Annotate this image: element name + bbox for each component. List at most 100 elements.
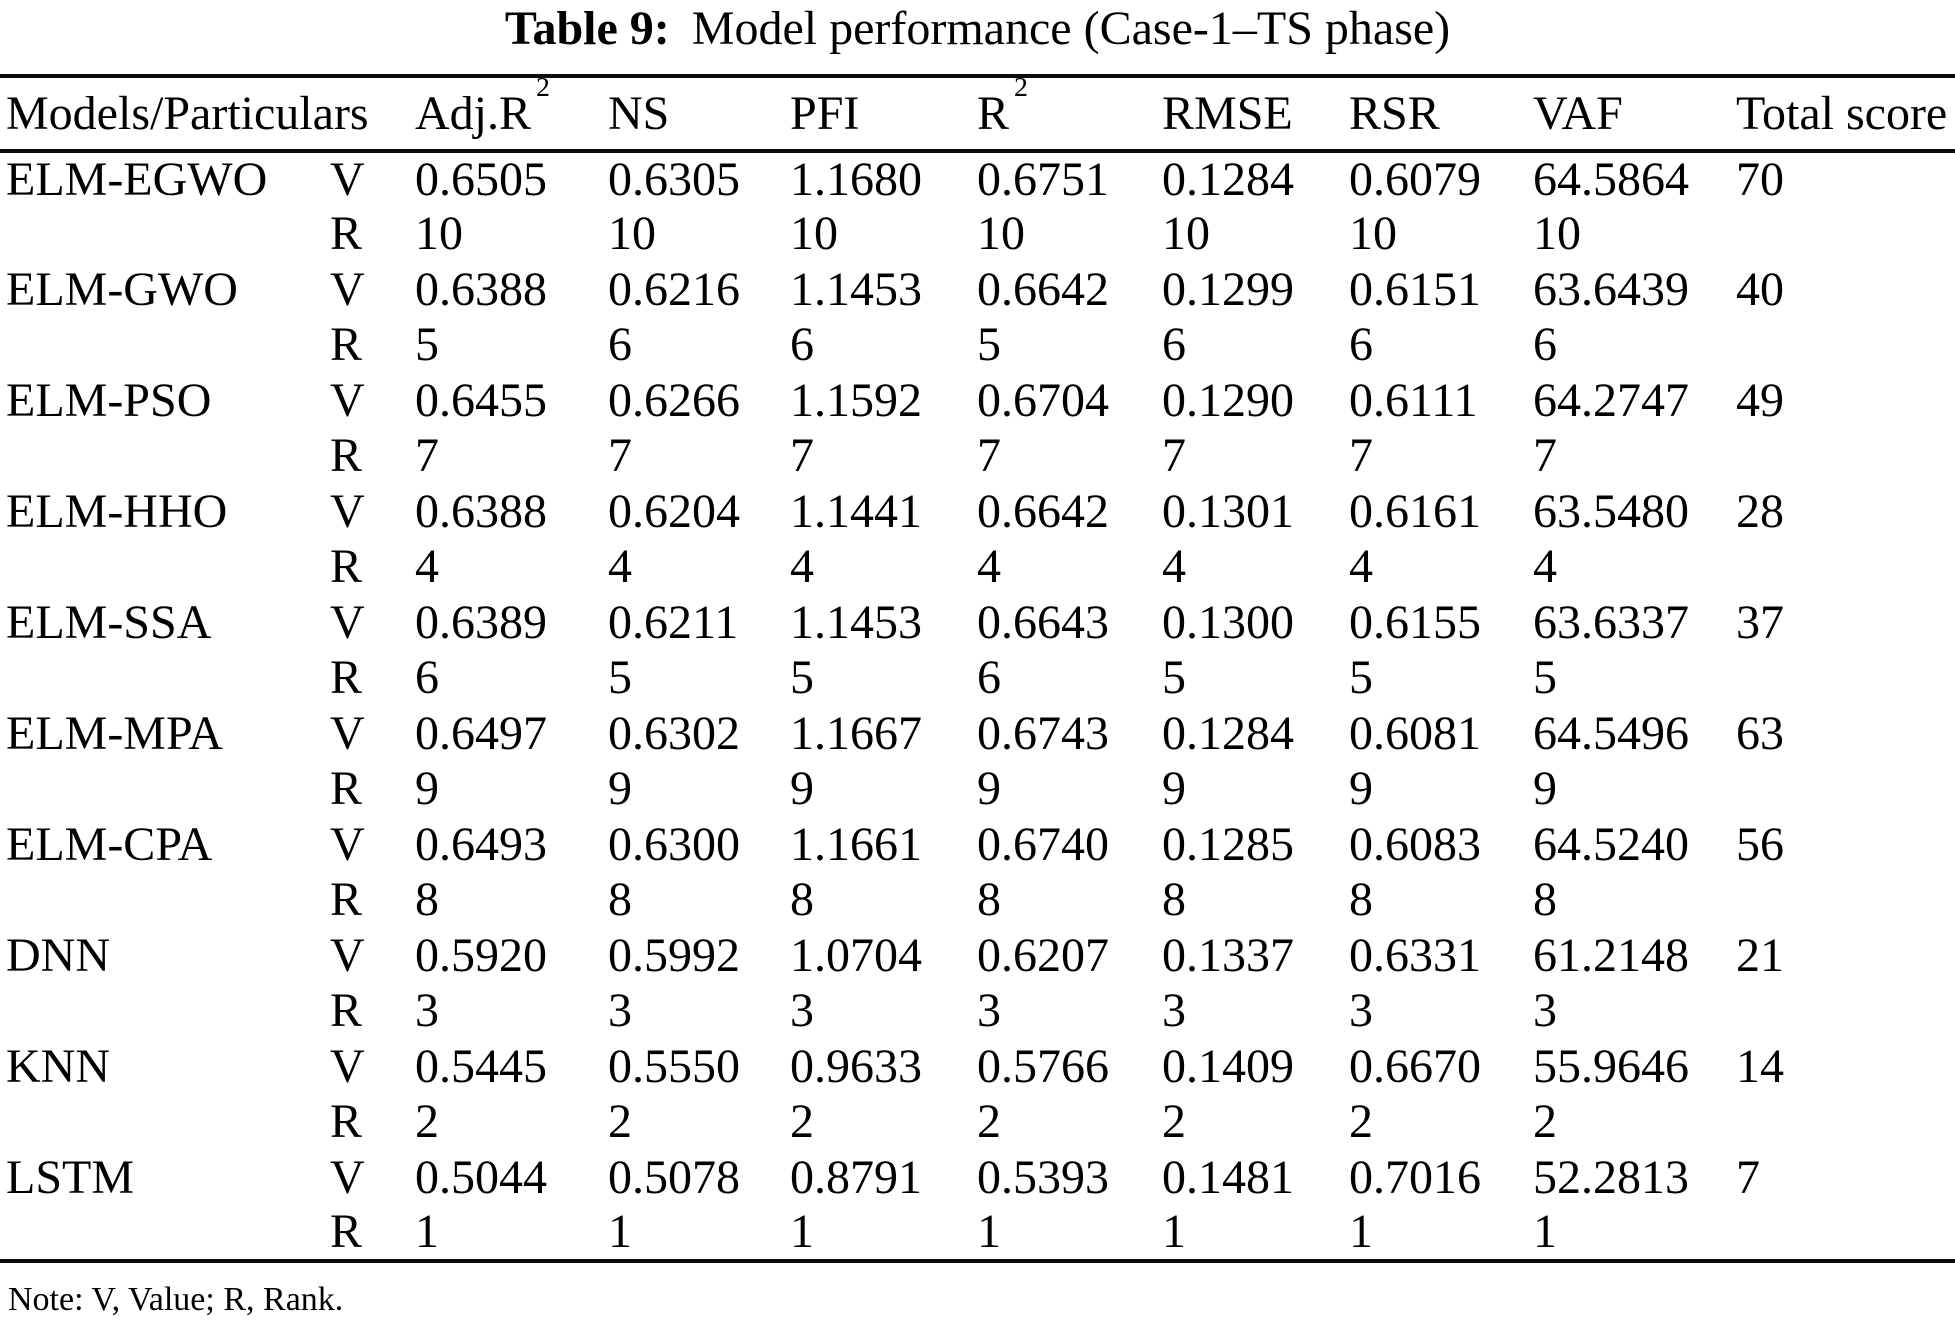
rank-cell: 8: [977, 873, 1002, 927]
value-cell: 0.6331: [1349, 928, 1482, 982]
rank-cell: 9: [608, 762, 633, 816]
value-cell: 1.1441: [790, 484, 923, 538]
value-cell: 0.1481: [1162, 1150, 1295, 1204]
table-caption: Table 9: Model performance (Case-1–TS pha…: [0, 0, 1955, 78]
rank-cell: 2: [1533, 1095, 1558, 1149]
value-cell: 0.5920: [415, 928, 548, 982]
value-cell: 63.5480: [1533, 484, 1690, 538]
value-cell: 0.6388: [415, 262, 548, 316]
value-cell: 0.1290: [1162, 373, 1295, 427]
rank-cell: 10: [977, 207, 1026, 261]
total-score-cell: 14: [1736, 1039, 1785, 1093]
rank-cell: 10: [1349, 207, 1398, 261]
rank-cell: 4: [790, 540, 815, 594]
value-cell: 64.5240: [1533, 817, 1690, 871]
model-value-row: ELM-SSA V 0.6389 0.6211 1.1453 0.6643 0.1300 0.…: [0, 595, 1955, 651]
row-key-cell: R: [330, 873, 363, 927]
value-cell: 61.2148: [1533, 928, 1690, 982]
rank-cell: 7: [608, 429, 633, 483]
header-vaf: VAF: [1527, 78, 1731, 153]
value-cell: 0.6670: [1349, 1039, 1482, 1093]
value-cell: 0.6305: [608, 152, 741, 206]
value-cell: 1.1453: [790, 262, 923, 316]
model-rank-row: R 10 10 10 10 10 10 10: [0, 207, 1955, 263]
value-cell: 0.6161: [1349, 484, 1482, 538]
model-name-cell: [0, 318, 324, 374]
total-score-cell: [1730, 540, 1955, 596]
row-key-cell: V: [330, 595, 365, 649]
total-score-cell: 21: [1736, 928, 1785, 982]
rank-cell: 1: [790, 1205, 815, 1259]
value-cell: 0.6211: [608, 595, 739, 649]
value-cell: 0.5393: [977, 1150, 1110, 1204]
model-name-cell: [0, 873, 324, 929]
table-body: ELM-EGWO V 0.6505 0.6305 1.1680 0.6751 0.1284 0…: [0, 151, 1955, 1261]
value-cell: 0.5992: [608, 928, 741, 982]
total-score-cell: 28: [1736, 484, 1785, 538]
row-key-cell: V: [330, 928, 365, 982]
model-value-row: ELM-GWO V 0.6388 0.6216 1.1453 0.6642 0.1299 0.…: [0, 262, 1955, 318]
rank-cell: 2: [790, 1095, 815, 1149]
rank-cell: 2: [608, 1095, 633, 1149]
table-caption-label: Table 9:: [504, 2, 670, 55]
model-name-cell: [0, 207, 324, 263]
value-cell: 0.6083: [1349, 817, 1482, 871]
rank-cell: 9: [790, 762, 815, 816]
model-value-row: ELM-CPA V 0.6493 0.6300 1.1661 0.6740 0.1285 0.…: [0, 817, 1955, 873]
rank-cell: 6: [790, 318, 815, 372]
value-cell: 0.6455: [415, 373, 548, 427]
row-key-cell: V: [330, 152, 365, 206]
header-label: Total score: [1736, 86, 1948, 140]
rank-cell: 5: [1162, 651, 1187, 705]
value-cell: 0.5445: [415, 1039, 548, 1093]
rank-cell: 9: [415, 762, 440, 816]
row-key-cell: V: [330, 484, 365, 538]
value-cell: 52.2813: [1533, 1150, 1690, 1204]
value-cell: 1.1592: [790, 373, 923, 427]
value-cell: 0.6740: [977, 817, 1110, 871]
rank-cell: 2: [977, 1095, 1002, 1149]
value-cell: 0.6642: [977, 484, 1110, 538]
value-cell: 0.1409: [1162, 1039, 1295, 1093]
model-value-row: LSTM V 0.5044 0.5078 0.8791 0.5393 0.1481 0.701…: [0, 1150, 1955, 1206]
row-key-cell: V: [330, 817, 365, 871]
row-key-cell: R: [330, 984, 363, 1038]
row-key-cell: R: [330, 1095, 363, 1149]
value-cell: 0.1337: [1162, 928, 1295, 982]
row-key-cell: V: [330, 1150, 365, 1204]
value-cell: 0.6505: [415, 152, 548, 206]
value-cell: 0.6389: [415, 595, 548, 649]
rank-cell: 4: [1533, 540, 1558, 594]
model-value-row: ELM-PSO V 0.6455 0.6266 1.1592 0.6704 0.1290 0.…: [0, 373, 1955, 429]
rank-cell: 1: [1533, 1205, 1558, 1259]
rank-cell: 1: [608, 1205, 633, 1259]
value-cell: 0.6081: [1349, 706, 1482, 760]
value-cell: 63.6337: [1533, 595, 1690, 649]
value-cell: 0.6388: [415, 484, 548, 538]
model-name-cell: KNN: [6, 1039, 110, 1093]
rank-cell: 2: [415, 1095, 440, 1149]
rank-cell: 6: [1533, 318, 1558, 372]
rank-cell: 4: [977, 540, 1002, 594]
rank-cell: 8: [1162, 873, 1187, 927]
value-cell: 0.6204: [608, 484, 741, 538]
header-superscript: 2: [1014, 72, 1028, 104]
header-pfi: PFI: [784, 78, 972, 153]
table-caption-text: Model performance (Case-1–TS phase): [691, 2, 1451, 55]
row-key-cell: R: [330, 1205, 363, 1259]
rank-cell: 6: [415, 651, 440, 705]
rank-cell: 7: [1349, 429, 1374, 483]
rank-cell: 5: [790, 651, 815, 705]
rank-cell: 7: [1533, 429, 1558, 483]
row-key-cell: R: [330, 207, 363, 261]
model-name-cell: LSTM: [6, 1150, 135, 1204]
rank-cell: 7: [977, 429, 1002, 483]
value-cell: 0.6642: [977, 262, 1110, 316]
value-cell: 0.6497: [415, 706, 548, 760]
model-name-cell: [0, 984, 324, 1040]
rank-cell: 5: [415, 318, 440, 372]
rank-cell: 8: [608, 873, 633, 927]
